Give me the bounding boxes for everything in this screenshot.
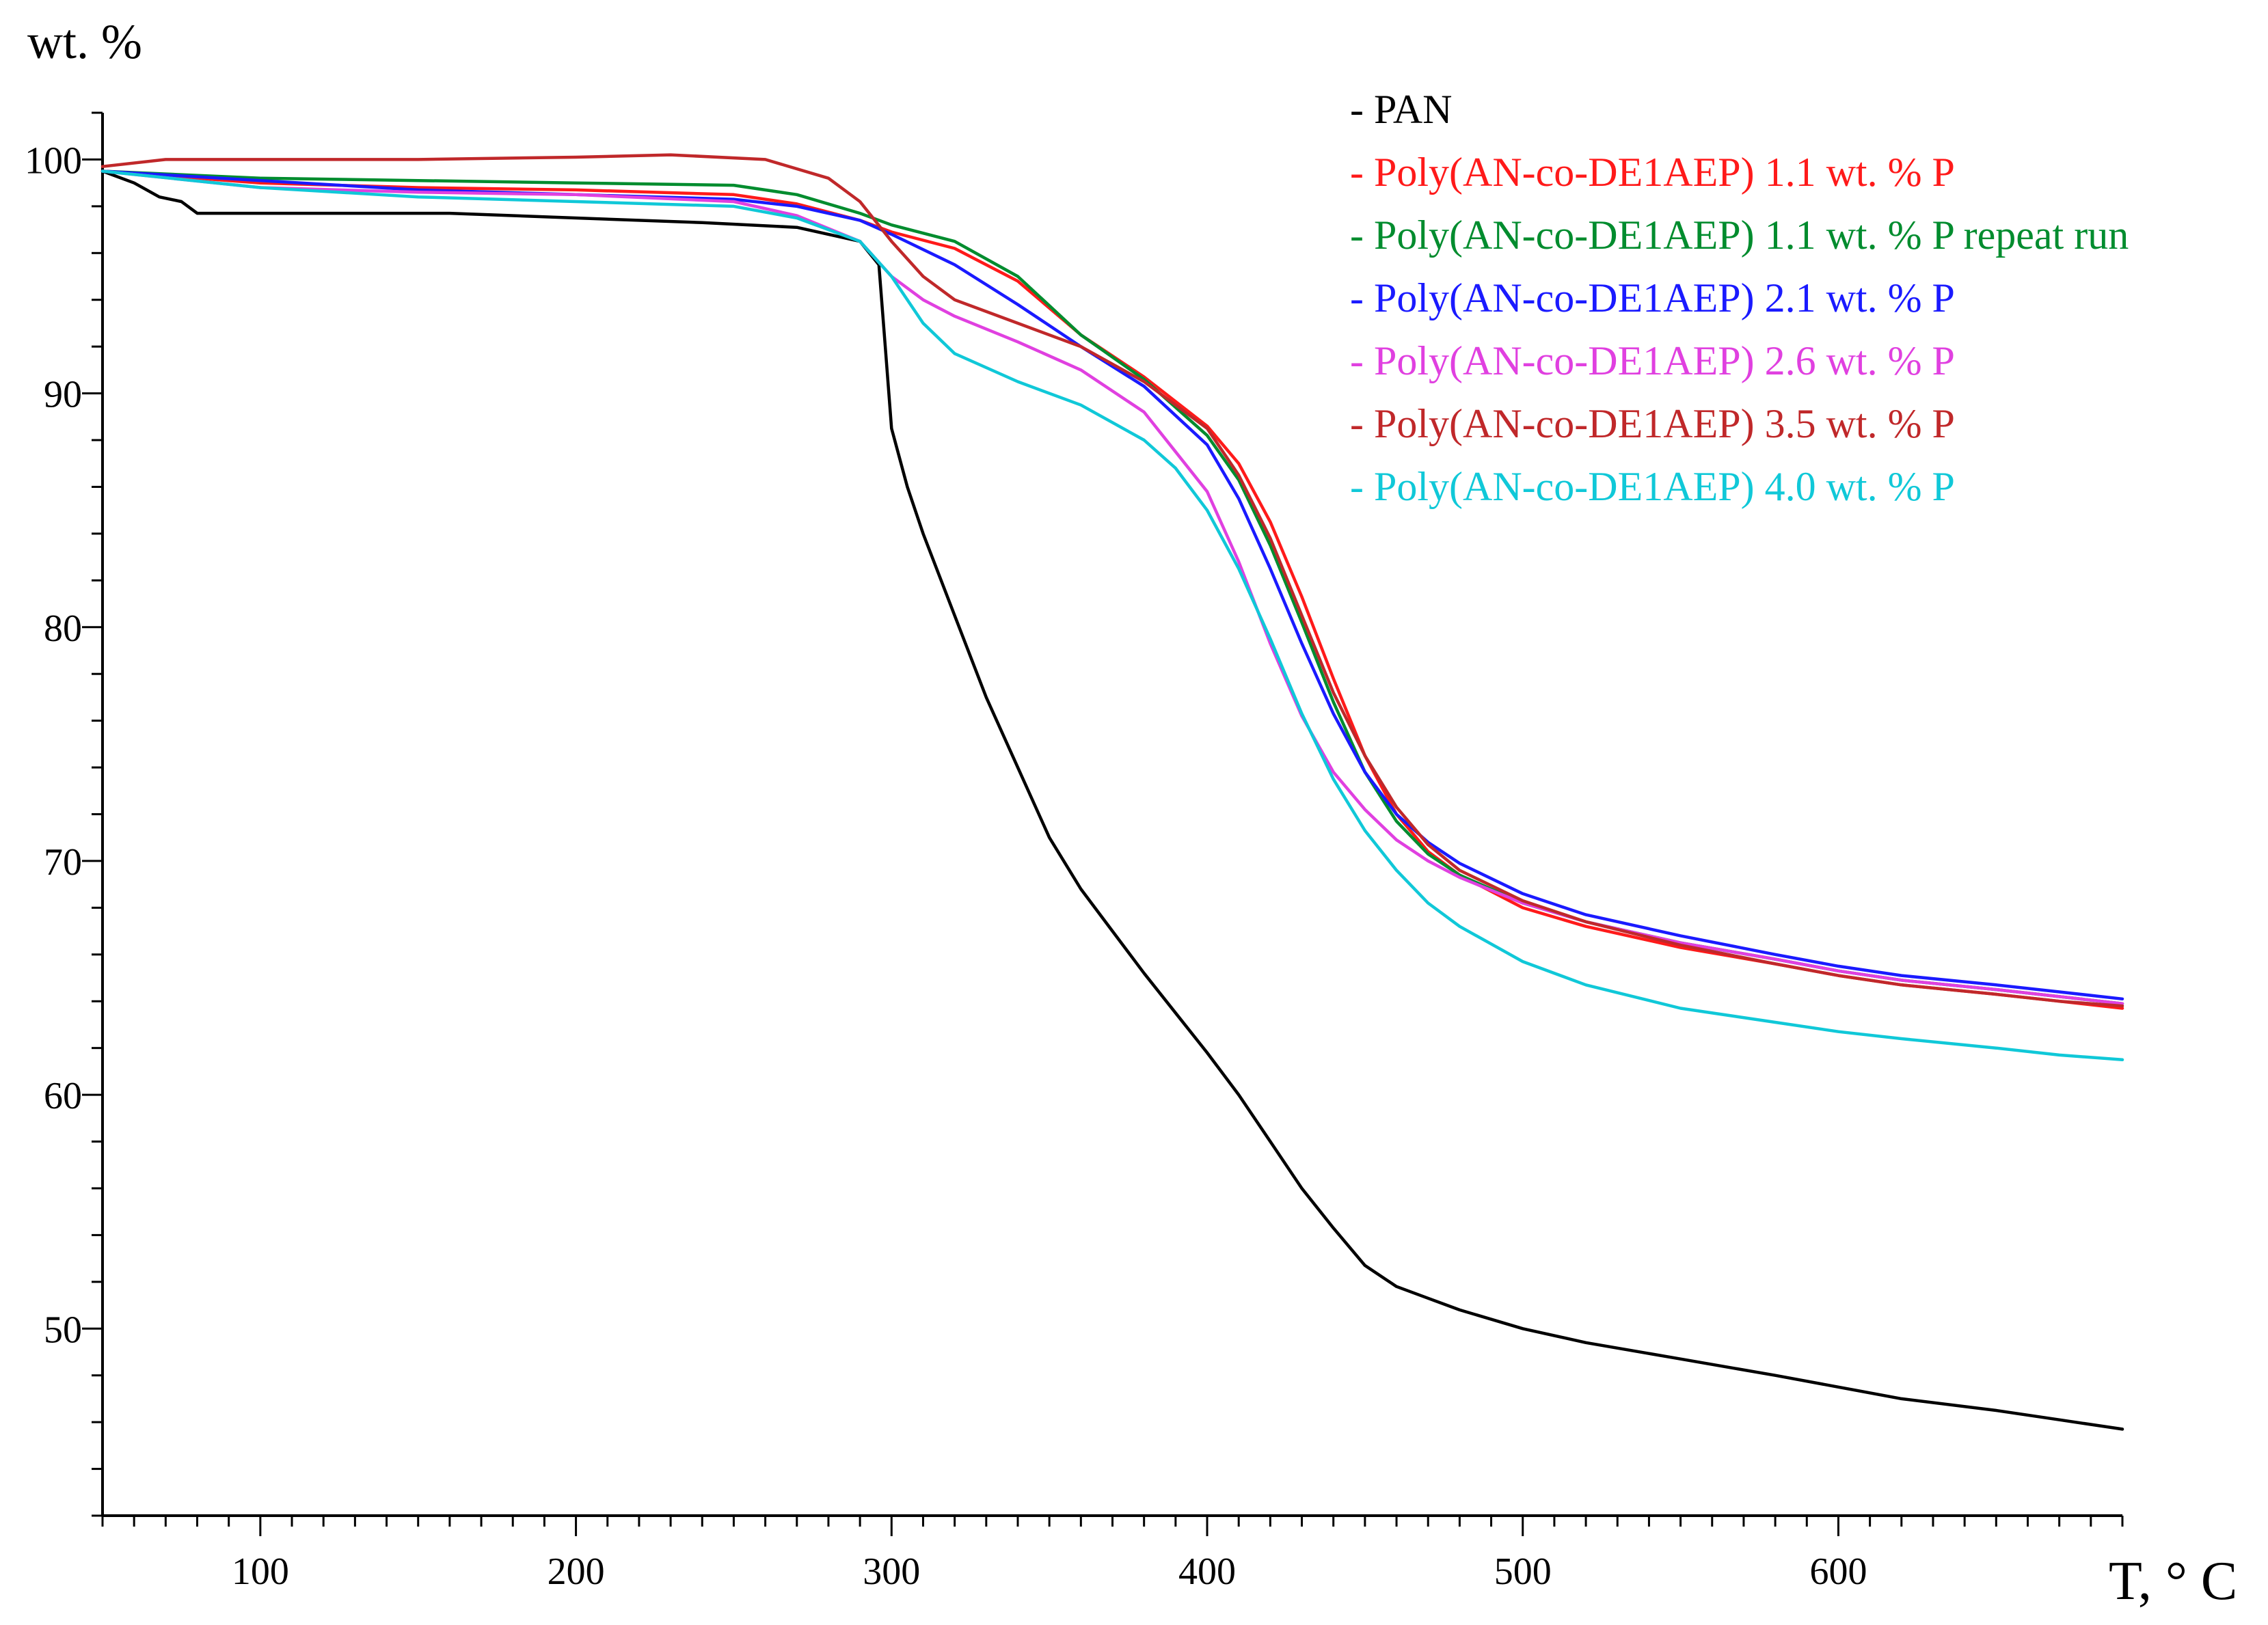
x-tick-label: 500 xyxy=(1494,1551,1552,1593)
series-line-5 xyxy=(100,169,2124,1005)
legend-entry-3: - Poly(AN-co-DE1AEP) 1.1 wt. % P repeat … xyxy=(1350,213,2129,258)
legend-entry-2: - Poly(AN-co-DE1AEP) 1.1 wt. % P xyxy=(1350,150,1955,195)
axis-ticks xyxy=(82,111,2124,1536)
legend: - PAN - Poly(AN-co-DE1AEP) 1.1 wt. % P - P… xyxy=(1350,87,2129,509)
y-tick-label: 100 xyxy=(25,139,82,182)
x-tick-label: 400 xyxy=(1178,1551,1236,1593)
legend-entry-6: - Poly(AN-co-DE1AEP) 3.5 wt. % P xyxy=(1350,401,1955,446)
series-line-1 xyxy=(100,169,2124,1431)
x-tick-label: 100 xyxy=(232,1551,289,1593)
x-tick-label: 600 xyxy=(1809,1551,1867,1593)
y-tick-label: 50 xyxy=(44,1309,82,1351)
x-axis-label: T, ° C xyxy=(2109,1551,2237,1611)
x-tick-label: 300 xyxy=(863,1551,920,1593)
y-tick-label: 80 xyxy=(44,607,82,650)
series-lines xyxy=(100,153,2124,1431)
legend-entry-1: - PAN xyxy=(1350,87,1453,132)
series-line-4 xyxy=(100,169,2124,1001)
legend-entry-7: - Poly(AN-co-DE1AEP) 4.0 wt. % P xyxy=(1350,464,1955,509)
tick-labels: 100 200 300 400 500 600 50 60 70 80 90 100 xyxy=(25,139,1867,1593)
x-tick-label: 200 xyxy=(548,1551,605,1593)
y-tick-label: 70 xyxy=(44,841,82,884)
legend-entry-4: - Poly(AN-co-DE1AEP) 2.1 wt. % P xyxy=(1350,275,1955,320)
y-axis-label: wt. % xyxy=(27,14,142,69)
series-line-7 xyxy=(100,169,2124,1062)
legend-entry-5: - Poly(AN-co-DE1AEP) 2.6 wt. % P xyxy=(1350,338,1955,383)
series-line-6 xyxy=(100,153,2124,1008)
y-tick-label: 90 xyxy=(44,374,82,416)
y-tick-label: 60 xyxy=(44,1075,82,1117)
